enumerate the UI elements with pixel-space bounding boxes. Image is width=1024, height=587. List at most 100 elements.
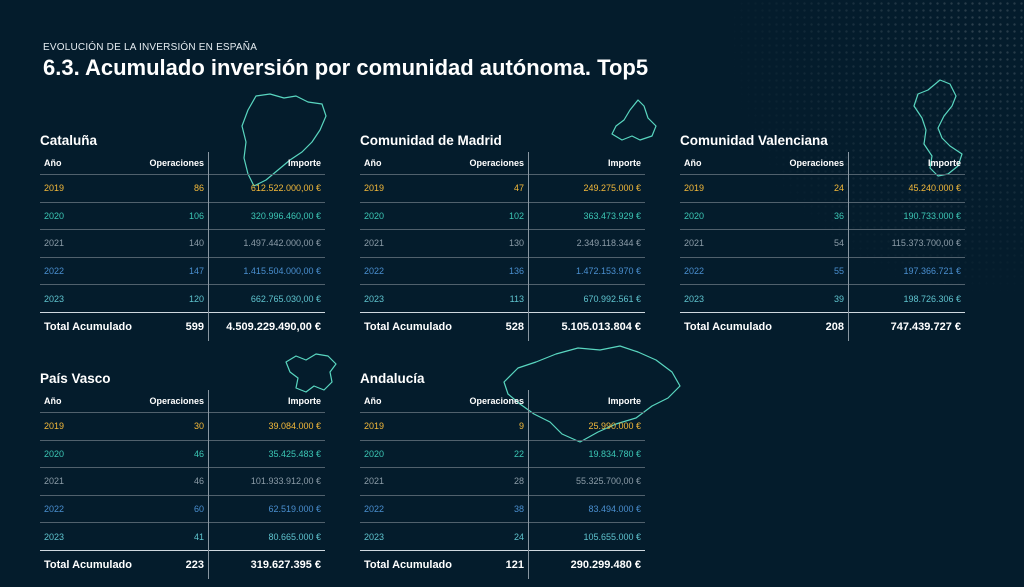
region-panel-madrid: Comunidad de Madrid Año Operaciones Impo… — [360, 132, 645, 341]
amount-cell: 1.415.504.000,00 € — [208, 256, 325, 285]
year-cell: 2021 — [360, 467, 458, 496]
table-row: 2022 147 1.415.504.000,00 € — [40, 256, 325, 285]
year-cell: 2021 — [680, 229, 778, 258]
region-title: Cataluña — [40, 133, 98, 148]
column-header-operations: Operaciones — [458, 152, 529, 175]
table-header-row: Año Operaciones Importe — [680, 152, 965, 175]
region-title: Andalucía — [360, 371, 425, 386]
operations-cell: 39 — [778, 284, 849, 313]
table-row: 2023 113 670.992.561 € — [360, 284, 645, 313]
table-row: 2021 46 101.933.912,00 € — [40, 467, 325, 496]
operations-cell: 46 — [138, 439, 209, 468]
year-cell: 2020 — [360, 439, 458, 468]
table-row: 2022 136 1.472.153.970 € — [360, 256, 645, 285]
cataluna-map-icon — [241, 93, 327, 187]
total-row: Total Acumulado 121 290.299.480 € — [360, 549, 645, 579]
table-row: 2019 24 45.240.000 € — [680, 174, 965, 203]
table-row: 2021 28 55.325.700,00 € — [360, 467, 645, 496]
total-row: Total Acumulado 599 4.509.229.490,00 € — [40, 311, 325, 341]
year-cell: 2019 — [680, 174, 778, 203]
table-row: 2021 54 115.373.700,00 € — [680, 229, 965, 258]
table-row: 2022 55 197.366.721 € — [680, 256, 965, 285]
year-cell: 2019 — [360, 174, 458, 203]
total-amount: 290.299.480 € — [528, 549, 645, 579]
column-header-amount: Importe — [927, 158, 961, 168]
table-row: 2023 39 198.726.306 € — [680, 284, 965, 313]
table-header-row: Año Operaciones Importe — [360, 152, 645, 175]
amount-cell: 45.240.000 € — [848, 174, 965, 203]
operations-cell: 28 — [458, 467, 529, 496]
total-label: Total Acumulado — [680, 311, 778, 341]
amount-cell: 115.373.700,00 € — [848, 229, 965, 258]
year-cell: 2022 — [40, 256, 138, 285]
operations-cell: 36 — [778, 201, 849, 230]
operations-cell: 147 — [138, 256, 209, 285]
page-title: 6.3. Acumulado inversión por comunidad a… — [43, 55, 649, 80]
amount-cell: 197.366.721 € — [848, 256, 965, 285]
region-title: Comunidad de Madrid — [360, 133, 502, 148]
table-row: 2019 9 25.990.000 € — [360, 412, 645, 441]
total-row: Total Acumulado 223 319.627.395 € — [40, 549, 325, 579]
region-title: Comunidad Valenciana — [680, 133, 828, 148]
total-label: Total Acumulado — [40, 311, 138, 341]
table-header-row: Año Operaciones Importe — [360, 390, 645, 413]
operations-cell: 22 — [458, 439, 529, 468]
operations-cell: 140 — [138, 229, 209, 258]
year-cell: 2021 — [360, 229, 458, 258]
total-operations: 223 — [138, 549, 209, 579]
column-header-amount: Importe — [607, 396, 641, 406]
table-row: 2019 30 39.084.000 € — [40, 412, 325, 441]
total-amount: 5.105.013.804 € — [528, 311, 645, 341]
table-row: 2023 120 662.765.030,00 € — [40, 284, 325, 313]
year-cell: 2023 — [40, 284, 138, 313]
amount-cell: 25.990.000 € — [528, 412, 645, 441]
region-panel-valencia: Comunidad Valenciana Año Operaciones Imp… — [680, 132, 965, 341]
operations-cell: 46 — [138, 467, 209, 496]
pais-vasco-map-icon — [285, 353, 337, 393]
table-row: 2019 86 612.522.000,00 € — [40, 174, 325, 203]
investment-table: Año Operaciones Importe 2019 9 25.990.00… — [360, 390, 645, 579]
table-row: 2020 22 19.834.780 € — [360, 439, 645, 468]
total-operations: 528 — [458, 311, 529, 341]
table-row: 2021 140 1.497.442.000,00 € — [40, 229, 325, 258]
amount-cell: 55.325.700,00 € — [528, 467, 645, 496]
column-header-year: Año — [364, 158, 382, 168]
amount-cell: 249.275.000 € — [528, 174, 645, 203]
operations-cell: 54 — [778, 229, 849, 258]
table-row: 2020 46 35.425.483 € — [40, 439, 325, 468]
operations-cell: 120 — [138, 284, 209, 313]
column-header-year: Año — [44, 396, 62, 406]
amount-cell: 39.084.000 € — [208, 412, 325, 441]
operations-cell: 136 — [458, 256, 529, 285]
total-operations: 208 — [778, 311, 849, 341]
total-amount: 747.439.727 € — [848, 311, 965, 341]
amount-cell: 662.765.030,00 € — [208, 284, 325, 313]
operations-cell: 38 — [458, 494, 529, 523]
column-header-year: Año — [364, 396, 382, 406]
operations-cell: 86 — [138, 174, 209, 203]
operations-cell: 9 — [458, 412, 529, 441]
column-header-operations: Operaciones — [778, 152, 849, 175]
operations-cell: 113 — [458, 284, 529, 313]
table-row: 2022 38 83.494.000 € — [360, 494, 645, 523]
operations-cell: 41 — [138, 522, 209, 551]
operations-cell: 60 — [138, 494, 209, 523]
amount-cell: 80.665.000 € — [208, 522, 325, 551]
operations-cell: 24 — [778, 174, 849, 203]
amount-cell: 1.472.153.970 € — [528, 256, 645, 285]
amount-cell: 670.992.561 € — [528, 284, 645, 313]
operations-cell: 30 — [138, 412, 209, 441]
total-amount: 4.509.229.490,00 € — [208, 311, 325, 341]
operations-cell: 106 — [138, 201, 209, 230]
amount-cell: 1.497.442.000,00 € — [208, 229, 325, 258]
madrid-map-icon — [611, 99, 657, 141]
amount-cell: 190.733.000 € — [848, 201, 965, 230]
column-header-amount: Importe — [287, 396, 321, 406]
amount-cell: 320.996.460,00 € — [208, 201, 325, 230]
amount-cell: 62.519.000 € — [208, 494, 325, 523]
operations-cell: 24 — [458, 522, 529, 551]
amount-cell: 198.726.306 € — [848, 284, 965, 313]
table-header-row: Año Operaciones Importe — [40, 390, 325, 413]
year-cell: 2022 — [680, 256, 778, 285]
total-row: Total Acumulado 208 747.439.727 € — [680, 311, 965, 341]
